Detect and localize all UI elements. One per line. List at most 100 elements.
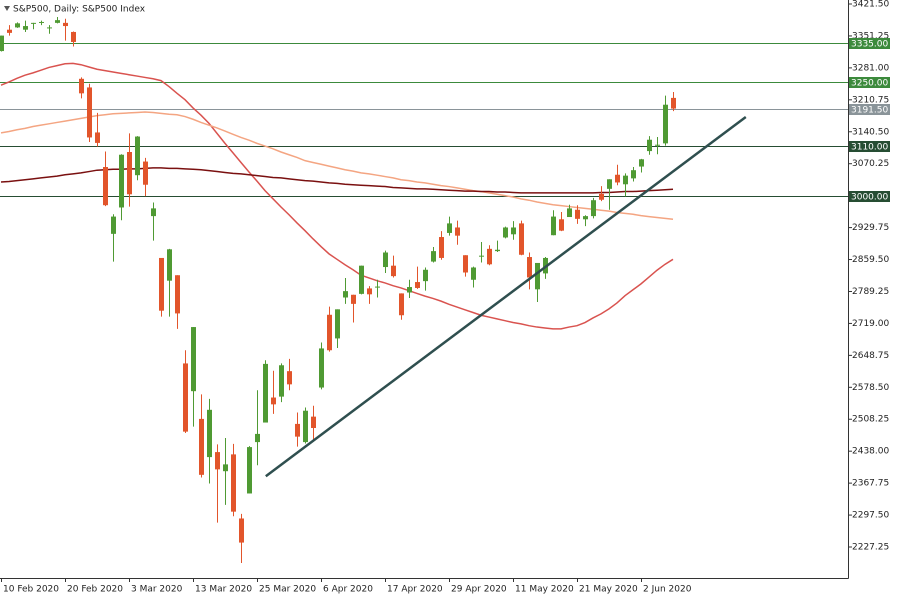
candle-body bbox=[671, 97, 676, 109]
candle-body bbox=[615, 174, 620, 183]
candle-body bbox=[463, 255, 468, 273]
x-tick-label: 2 Jun 2020 bbox=[643, 585, 692, 595]
candle-body bbox=[159, 257, 164, 311]
candle-body bbox=[319, 348, 324, 388]
candle-body bbox=[399, 293, 404, 316]
candle-body bbox=[431, 251, 436, 262]
candle-body bbox=[367, 288, 372, 295]
level-label-box bbox=[849, 38, 890, 49]
candle-body bbox=[231, 454, 236, 512]
candle-body bbox=[335, 309, 340, 339]
candle-body bbox=[111, 216, 116, 234]
x-tick-label: 20 Feb 2020 bbox=[67, 585, 123, 595]
candle-body bbox=[423, 269, 428, 282]
candle-body bbox=[71, 31, 76, 42]
candle-body bbox=[503, 227, 508, 238]
candle-body bbox=[479, 255, 484, 257]
candle-body bbox=[383, 252, 388, 268]
y-tick-label: 3421.50 bbox=[852, 0, 889, 10]
candle-body bbox=[407, 287, 412, 293]
y-tick-label: 2719.00 bbox=[852, 319, 889, 329]
candle-body bbox=[375, 286, 380, 288]
candle-body bbox=[495, 249, 500, 252]
y-tick-label: 3140.50 bbox=[852, 127, 889, 137]
y-tick-label: 3070.25 bbox=[852, 159, 889, 169]
candle-body bbox=[119, 154, 124, 208]
candle-body bbox=[519, 223, 524, 255]
candle-body bbox=[191, 327, 196, 392]
candle-body bbox=[327, 314, 332, 351]
candle-body bbox=[487, 248, 492, 265]
candle-body bbox=[311, 416, 316, 428]
level-label: 3191.50 bbox=[851, 106, 888, 116]
candle-body bbox=[591, 200, 596, 217]
candle-body bbox=[447, 223, 452, 233]
candle-body bbox=[623, 175, 628, 185]
y-tick-label: 2578.50 bbox=[852, 383, 889, 393]
moving-average bbox=[0, 167, 674, 194]
y-tick-label: 2367.75 bbox=[852, 479, 889, 489]
candle-body bbox=[599, 193, 604, 200]
candle-body bbox=[143, 161, 148, 185]
candle-body bbox=[287, 371, 292, 385]
y-tick-label: 2859.50 bbox=[852, 255, 889, 265]
candle-body bbox=[279, 365, 284, 397]
x-tick-label: 3 Mar 2020 bbox=[131, 585, 183, 595]
candle-body bbox=[639, 159, 644, 167]
candle-body bbox=[127, 152, 132, 195]
candle-body bbox=[239, 518, 244, 543]
candle-body bbox=[103, 167, 108, 206]
candle-body bbox=[223, 464, 228, 472]
x-tick-label: 17 Apr 2020 bbox=[387, 585, 443, 595]
x-tick-label: 11 May 2020 bbox=[515, 585, 574, 595]
x-tick-label: 10 Feb 2020 bbox=[3, 585, 59, 595]
candle-body bbox=[271, 397, 276, 405]
candle-body bbox=[263, 363, 268, 423]
y-tick-label: 2438.00 bbox=[852, 447, 889, 457]
candle-body bbox=[559, 219, 564, 231]
candle-body bbox=[31, 22, 36, 24]
candle-body bbox=[167, 249, 172, 281]
level-label: 3335.00 bbox=[851, 40, 888, 50]
x-tick-label: 21 May 2020 bbox=[579, 585, 638, 595]
candle-body bbox=[135, 136, 140, 176]
candle-body bbox=[511, 227, 516, 235]
candle-body bbox=[439, 237, 444, 258]
candle-body bbox=[199, 418, 204, 475]
candle-body bbox=[455, 227, 460, 236]
candle-body bbox=[575, 209, 580, 219]
trendline bbox=[265, 115, 747, 478]
title-icon bbox=[4, 6, 10, 11]
level-label-box bbox=[849, 191, 890, 202]
y-tick-label: 3210.75 bbox=[852, 95, 889, 105]
y-tick-label: 3351.25 bbox=[852, 31, 889, 41]
candle-body bbox=[247, 447, 252, 494]
y-tick-label: 2508.25 bbox=[852, 415, 889, 425]
candle-body bbox=[7, 29, 12, 33]
candle-body bbox=[63, 22, 68, 27]
candle-body bbox=[303, 410, 308, 443]
candle-body bbox=[567, 208, 572, 218]
y-tick-label: 2789.25 bbox=[852, 287, 889, 297]
candle-body bbox=[175, 275, 180, 314]
candle-body bbox=[23, 26, 28, 30]
candle-body bbox=[607, 179, 612, 189]
level-label-box bbox=[849, 104, 890, 115]
chart-title: S&P500, Daily: S&P500 Index bbox=[13, 5, 146, 15]
candle-body bbox=[79, 78, 84, 94]
level-label: 3000.00 bbox=[851, 193, 888, 203]
candle-body bbox=[631, 170, 636, 179]
y-tick-label: 2648.75 bbox=[852, 351, 889, 361]
candle-body bbox=[39, 21, 44, 23]
x-tick-label: 25 Mar 2020 bbox=[259, 585, 316, 595]
candle-body bbox=[351, 294, 356, 304]
moving-average bbox=[0, 111, 674, 221]
candle-body bbox=[0, 35, 4, 52]
candle-body bbox=[551, 216, 556, 236]
candle-body bbox=[391, 265, 396, 277]
moving-average bbox=[0, 62, 674, 330]
candle-body bbox=[215, 452, 220, 470]
